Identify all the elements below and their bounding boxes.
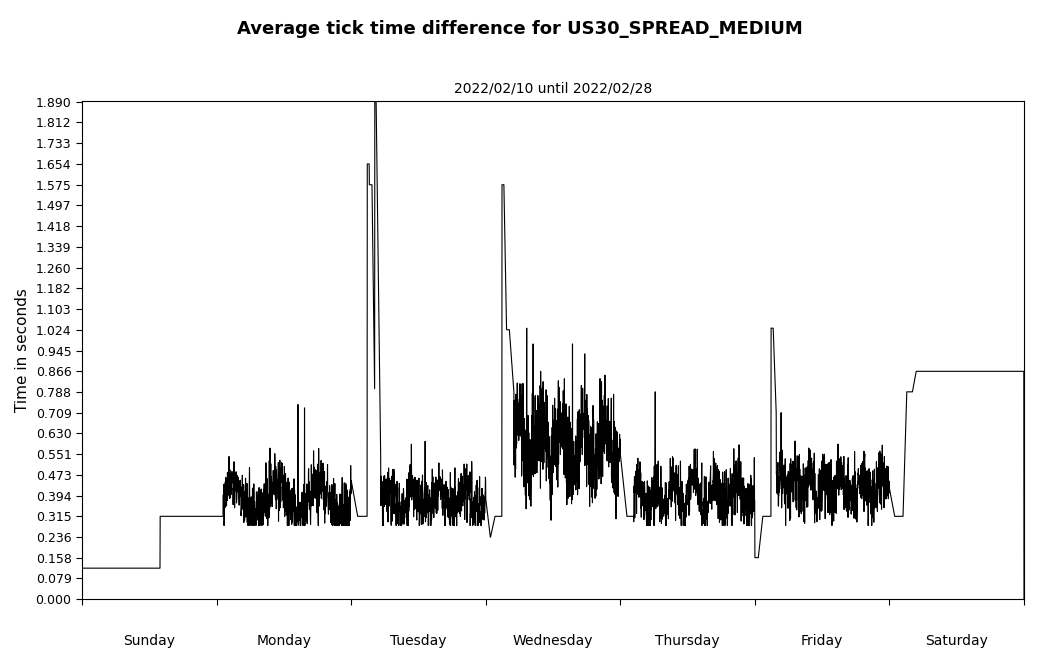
Text: Wednesday: Wednesday [512,634,593,648]
Text: Average tick time difference for US30_SPREAD_MEDIUM: Average tick time difference for US30_SP… [237,20,802,38]
Text: Monday: Monday [257,634,312,648]
Text: Thursday: Thursday [656,634,720,648]
Title: 2022/02/10 until 2022/02/28: 2022/02/10 until 2022/02/28 [454,81,652,95]
Text: Friday: Friday [801,634,844,648]
Text: Saturday: Saturday [926,634,988,648]
Text: Tuesday: Tuesday [391,634,447,648]
Text: Sunday: Sunday [124,634,176,648]
Y-axis label: Time in seconds: Time in seconds [15,288,30,412]
